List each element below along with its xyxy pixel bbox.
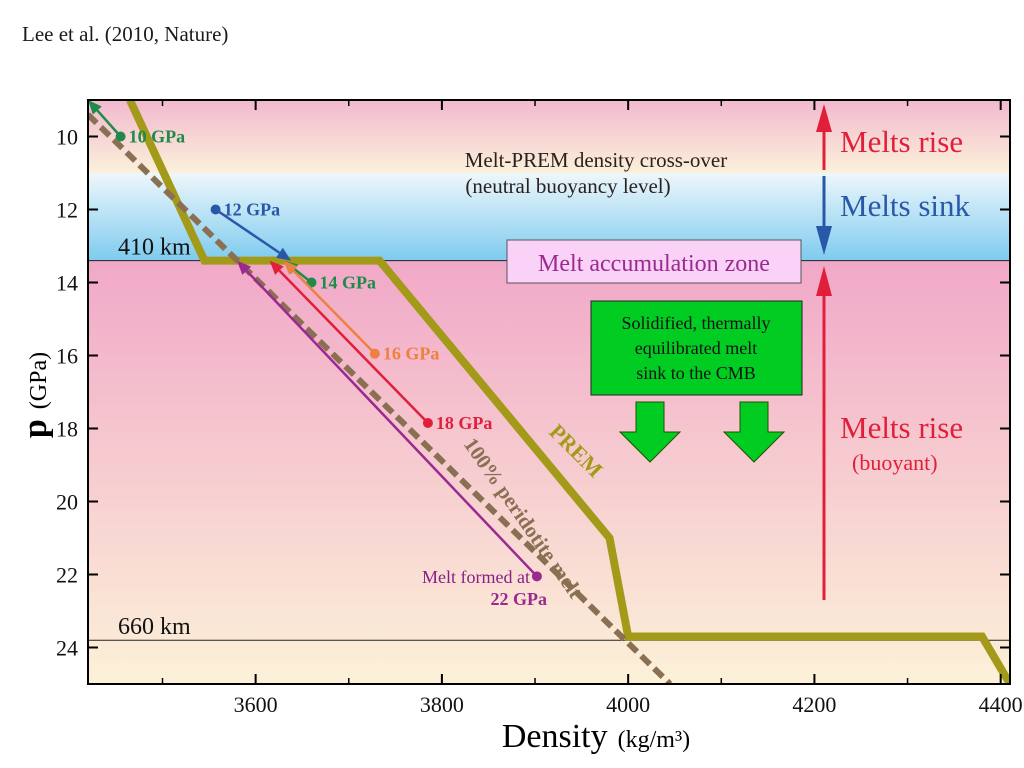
solidified-label-line2: equilibrated melt bbox=[635, 338, 757, 358]
y-axis-label-unit: (GPa) bbox=[26, 352, 52, 409]
rise-arrow-bottom-head bbox=[816, 266, 832, 296]
melt-path-arrowhead-0 bbox=[88, 100, 102, 115]
depth-label-1: 660 km bbox=[118, 614, 191, 640]
melt-path-label-4: 18 GPa bbox=[436, 413, 493, 433]
buoyant-label: (buoyant) bbox=[852, 450, 938, 475]
melt-path-origin-4 bbox=[422, 418, 433, 429]
melt-paths: 10 GPa 12 GPa 14 GPa 16 GPa 18 GPa 22 GPa bbox=[88, 100, 547, 609]
series-line-1 bbox=[88, 112, 673, 684]
melt-path-origin-3 bbox=[369, 348, 380, 359]
solidified-box bbox=[590, 300, 803, 396]
y-tick-label-7: 24 bbox=[56, 636, 78, 661]
melt-path-1 bbox=[214, 208, 281, 254]
y-tick-label-5: 20 bbox=[56, 490, 78, 515]
melt-formed-label: Melt formed at bbox=[422, 567, 530, 587]
zone-upper bbox=[88, 100, 1010, 173]
crossover-label-line2: (neutral buoyancy level) bbox=[465, 174, 670, 198]
axis-ticks: 3600 3800 4000 4200 4400 10 12 14 16 18 20 22 24 bbox=[56, 100, 1023, 717]
crossover-label-line1: Melt-PREM density cross-over bbox=[465, 148, 727, 172]
y-tick-label-6: 22 bbox=[56, 563, 78, 588]
x-tick-label-2: 4000 bbox=[606, 692, 650, 717]
y-axis-label-main: p bbox=[17, 419, 54, 438]
melt-path-0 bbox=[96, 109, 122, 138]
y-tick-label-3: 16 bbox=[56, 344, 78, 369]
depth-label-0: 410 km bbox=[118, 235, 191, 261]
melt-path-label-0: 10 GPa bbox=[129, 127, 186, 147]
melt-path-label-5: 22 GPa bbox=[491, 589, 548, 609]
rise-bottom-label: Melts rise bbox=[840, 410, 963, 445]
accumulation-zone-label: Melt accumulation zone bbox=[538, 251, 770, 277]
solidified-label-line1: Solidified, thermally bbox=[622, 313, 771, 333]
melt-path-origin-5 bbox=[531, 571, 542, 582]
x-tick-label-3: 4200 bbox=[792, 692, 836, 717]
sink-arrow-left bbox=[618, 401, 682, 463]
x-tick-label-1: 3800 bbox=[420, 692, 464, 717]
x-tick-label-4: 4400 bbox=[979, 692, 1023, 717]
x-axis-label-unit: (kg/m³) bbox=[618, 727, 691, 753]
plot-frame bbox=[87, 99, 1011, 685]
melt-path-label-1: 12 GPa bbox=[224, 200, 281, 220]
x-axis-label-main: Density bbox=[502, 718, 608, 755]
citation: Lee et al. (2010, Nature) bbox=[22, 22, 229, 46]
accumulation-zone-box bbox=[506, 239, 802, 284]
series-line-0 bbox=[126, 100, 1010, 684]
melt-path-arrowhead-5 bbox=[237, 260, 252, 275]
melt-path-arrowhead-1 bbox=[276, 247, 292, 261]
y-tick-label-0: 10 bbox=[56, 125, 78, 150]
background-zones bbox=[88, 100, 1010, 684]
y-tick-label-2: 14 bbox=[56, 271, 78, 296]
zone-lower bbox=[88, 260, 1010, 684]
melt-path-label-2: 14 GPa bbox=[320, 273, 377, 293]
x-axis-label: Density (kg/m³) bbox=[502, 718, 690, 755]
sink-arrow-head bbox=[816, 226, 832, 255]
melt-path-arrowhead-4 bbox=[269, 260, 284, 275]
sink-arrow-right bbox=[722, 401, 786, 463]
melt-path-3 bbox=[292, 269, 376, 355]
series-lines bbox=[88, 100, 1010, 684]
y-tick-label-1: 12 bbox=[56, 198, 78, 223]
melt-path-5 bbox=[245, 269, 538, 578]
y-axis-label: p (GPa) bbox=[17, 352, 54, 438]
solidified-label-line3: sink to the CMB bbox=[636, 363, 756, 383]
rise-top-label: Melts rise bbox=[840, 124, 963, 159]
sink-label: Melts sink bbox=[840, 188, 971, 223]
x-tick-label-0: 3600 bbox=[234, 692, 278, 717]
melt-path-4 bbox=[278, 269, 429, 424]
melt-path-origin-0 bbox=[115, 131, 126, 142]
melt-path-label-3: 16 GPa bbox=[383, 344, 440, 364]
melt-path-origin-1 bbox=[210, 204, 221, 215]
rise-arrow-top-head bbox=[816, 104, 832, 132]
svg-text:p (GPa): p (GPa) bbox=[17, 352, 54, 438]
y-tick-label-4: 18 bbox=[56, 417, 78, 442]
melt-path-arrowhead-3 bbox=[283, 260, 298, 275]
